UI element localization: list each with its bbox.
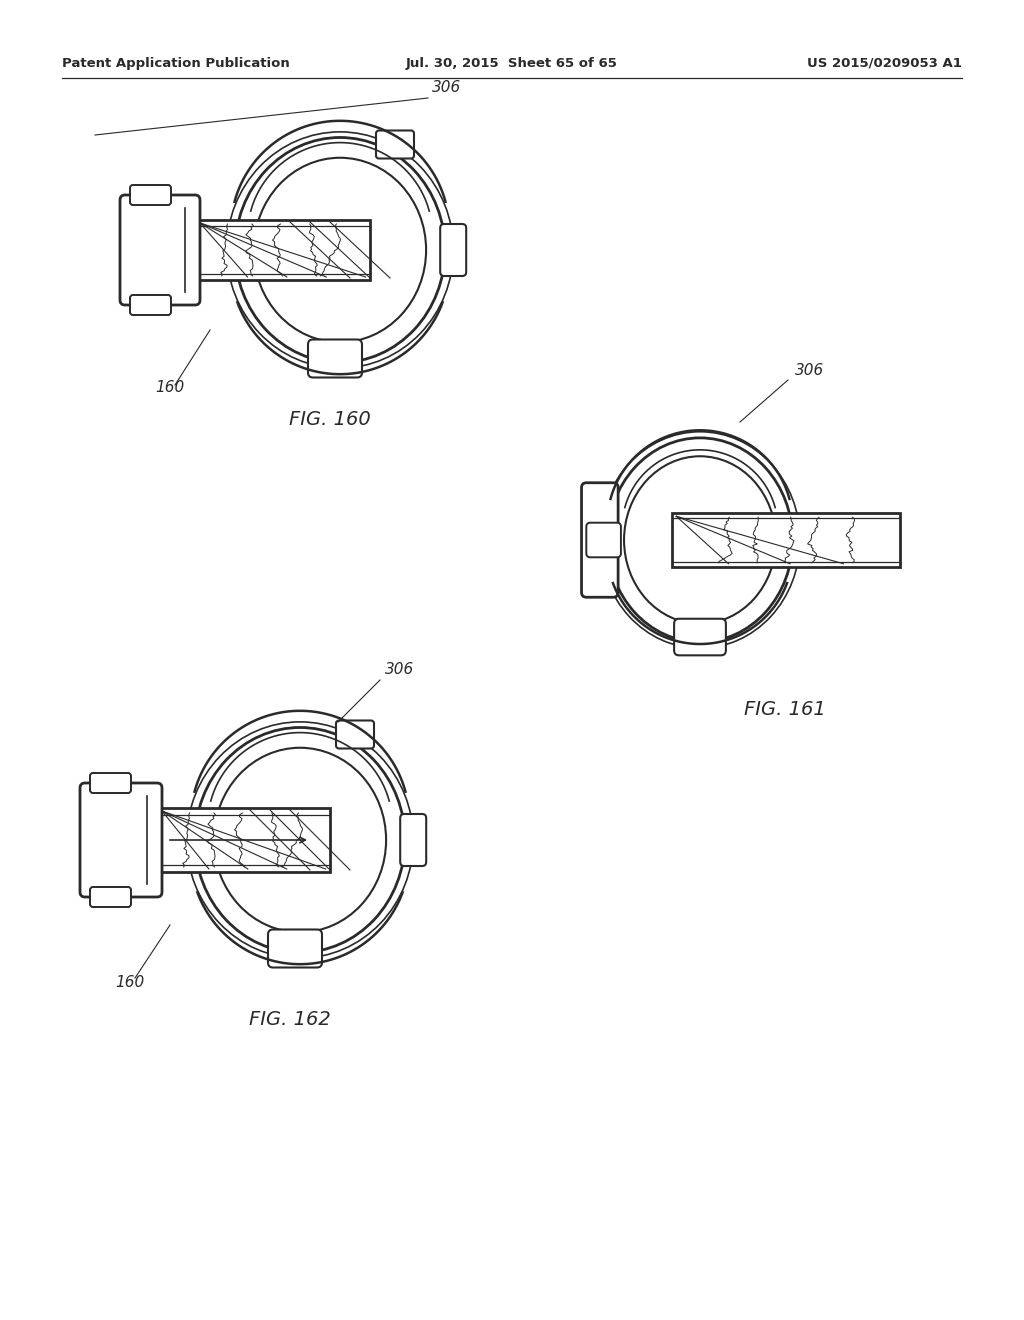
Text: 306: 306 — [432, 81, 461, 95]
Text: US 2015/0209053 A1: US 2015/0209053 A1 — [807, 57, 962, 70]
Text: Jul. 30, 2015  Sheet 65 of 65: Jul. 30, 2015 Sheet 65 of 65 — [407, 57, 617, 70]
FancyBboxPatch shape — [130, 294, 171, 315]
Text: 306: 306 — [795, 363, 824, 378]
FancyBboxPatch shape — [336, 721, 374, 748]
FancyBboxPatch shape — [130, 185, 171, 205]
Text: FIG. 162: FIG. 162 — [249, 1010, 331, 1030]
FancyBboxPatch shape — [582, 483, 618, 597]
FancyBboxPatch shape — [376, 131, 414, 158]
Bar — [125, 220, 370, 280]
FancyBboxPatch shape — [80, 783, 162, 898]
FancyBboxPatch shape — [268, 929, 322, 968]
FancyBboxPatch shape — [400, 814, 426, 866]
Bar — [85, 808, 330, 873]
Bar — [672, 513, 899, 566]
FancyBboxPatch shape — [90, 887, 131, 907]
FancyBboxPatch shape — [674, 619, 726, 655]
Text: FIG. 160: FIG. 160 — [289, 411, 371, 429]
Text: FIG. 161: FIG. 161 — [744, 700, 826, 719]
Text: 160: 160 — [155, 380, 184, 395]
Text: Patent Application Publication: Patent Application Publication — [62, 57, 290, 70]
FancyBboxPatch shape — [90, 774, 131, 793]
FancyBboxPatch shape — [120, 195, 200, 305]
Text: 160: 160 — [115, 975, 144, 990]
FancyBboxPatch shape — [587, 523, 621, 557]
Text: 306: 306 — [385, 663, 415, 677]
FancyBboxPatch shape — [440, 224, 466, 276]
FancyBboxPatch shape — [308, 339, 362, 378]
